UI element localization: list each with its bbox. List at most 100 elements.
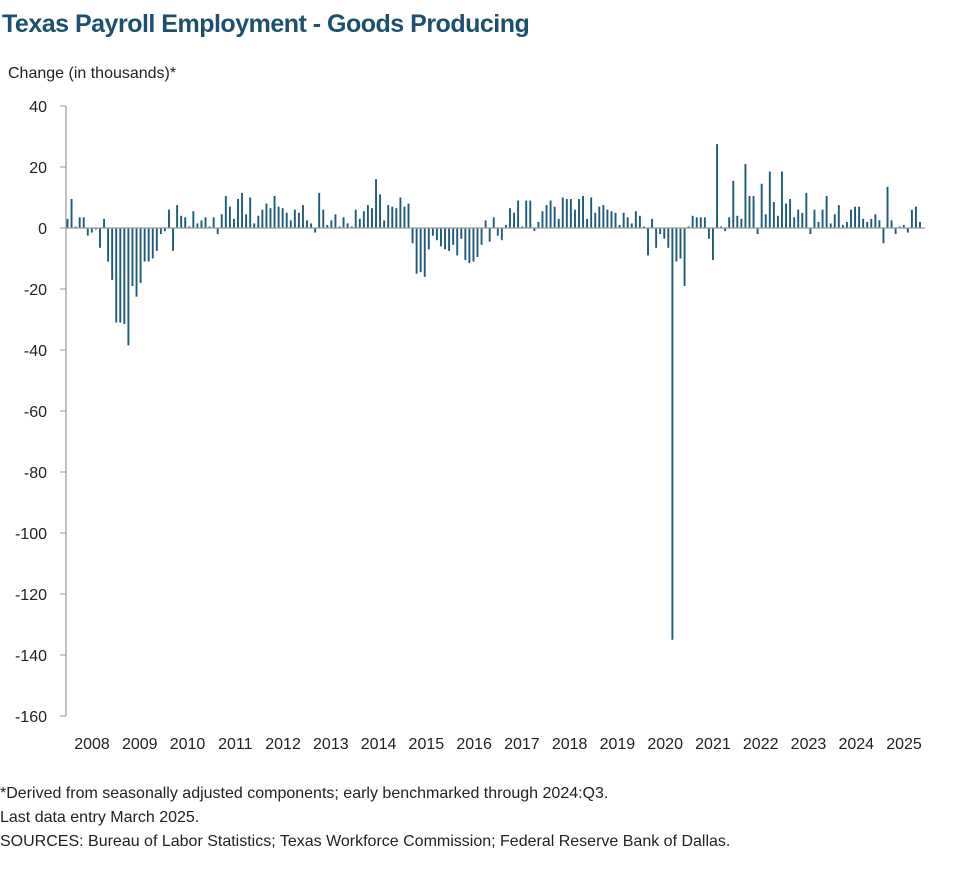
y-tick-label: -120 [15, 587, 47, 604]
bar [472, 228, 475, 262]
bar [825, 195, 828, 228]
axes [65, 106, 925, 716]
bar [265, 203, 268, 228]
bar [192, 211, 195, 228]
bar [168, 209, 170, 228]
bar [334, 214, 337, 228]
bar [878, 220, 881, 228]
bar [277, 206, 280, 228]
bar [614, 212, 617, 228]
bar [204, 217, 207, 228]
footnote-sources: SOURCES: Bureau of Labor Statistics; Tex… [0, 833, 731, 850]
x-tick-label: 2014 [361, 736, 397, 753]
bar [801, 212, 804, 228]
bar [407, 203, 410, 228]
bar [391, 206, 394, 228]
bar [655, 228, 658, 248]
x-tick-label: 2019 [600, 736, 636, 753]
bar [488, 228, 491, 242]
bar [82, 217, 85, 228]
bar [914, 206, 917, 228]
bar [882, 228, 885, 244]
bar [115, 228, 118, 323]
x-tick-label: 2012 [265, 736, 301, 753]
bar [525, 200, 528, 228]
bar [707, 228, 710, 239]
bar [667, 228, 670, 248]
bar [476, 228, 479, 257]
bar [509, 208, 511, 228]
x-tick-label: 2016 [456, 736, 492, 753]
bar [155, 228, 158, 251]
bar [521, 226, 524, 228]
y-tick-label: -100 [15, 526, 47, 543]
y-tick-label: -60 [24, 404, 47, 421]
bar [159, 228, 162, 235]
y-tick-label: -80 [24, 465, 47, 482]
bar [647, 228, 649, 256]
bar [529, 200, 532, 228]
bar [561, 197, 564, 228]
y-tick-label: -160 [15, 709, 47, 726]
bar [829, 223, 832, 228]
bar [411, 228, 414, 244]
bar [695, 217, 698, 228]
y-tick-label: 0 [38, 221, 47, 238]
x-tick-label: 2021 [695, 736, 731, 753]
y-axis-label: Change (in thousands)* [8, 65, 177, 82]
bar [147, 228, 150, 262]
bar [549, 200, 552, 228]
bar [541, 211, 544, 228]
bar [103, 218, 105, 228]
bar [66, 218, 69, 228]
bar [833, 214, 836, 228]
bar [578, 199, 580, 228]
bar [94, 228, 97, 230]
bar [293, 209, 296, 228]
bar [310, 223, 313, 228]
bar [224, 195, 227, 228]
bar [638, 215, 641, 228]
bar [285, 212, 288, 228]
bar [456, 228, 459, 256]
bar [736, 215, 739, 228]
bar [687, 226, 690, 228]
x-axis: 2008 2009 2010 2011 2012 2013 2014 2015 2016 2017… [74, 736, 922, 753]
bar [898, 226, 901, 228]
bar [90, 228, 93, 233]
bar [500, 228, 503, 241]
bar [419, 228, 422, 273]
bar [768, 171, 771, 228]
x-tick-label: 2015 [409, 736, 445, 753]
bar [289, 220, 292, 228]
bar [720, 226, 723, 228]
bar [740, 218, 743, 228]
bar [841, 224, 844, 228]
x-tick-label: 2023 [791, 736, 827, 753]
bar [151, 228, 154, 259]
bar [427, 228, 430, 250]
footnote-last-entry: Last data entry March 2025. [0, 809, 200, 826]
y-tick-label: -20 [24, 282, 47, 299]
bar [232, 218, 235, 228]
bar [216, 228, 219, 235]
y-tick-label: -40 [24, 343, 47, 360]
bar [712, 228, 714, 261]
bar [257, 215, 260, 228]
footnotes: *Derived from seasonally adjusted compon… [0, 782, 730, 854]
bar [858, 206, 861, 228]
bar [366, 205, 369, 228]
bar [212, 217, 215, 228]
bar [776, 215, 779, 228]
bar [716, 144, 718, 228]
bar [557, 218, 560, 228]
bar [817, 221, 820, 228]
bar [281, 208, 284, 228]
bar [813, 209, 816, 228]
bar [139, 228, 142, 283]
bar [854, 206, 856, 228]
bar [314, 228, 317, 233]
bar [464, 228, 467, 261]
bar [724, 228, 727, 232]
bar [143, 228, 146, 262]
